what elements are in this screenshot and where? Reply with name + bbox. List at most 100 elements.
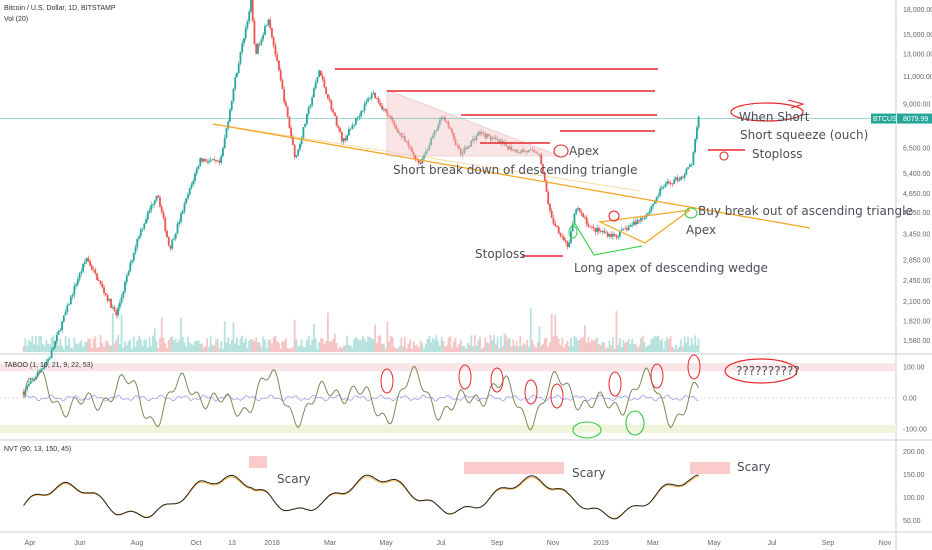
volume-bar	[480, 348, 483, 352]
volume-bar	[279, 348, 282, 352]
candle-body	[47, 359, 49, 362]
volume-bar	[451, 347, 453, 352]
time-tick-label: Aug	[131, 540, 144, 547]
candle-body	[379, 103, 382, 106]
candle-body	[171, 239, 174, 249]
candle-body	[209, 160, 212, 162]
arrow-mark	[787, 99, 805, 109]
candle-body	[678, 179, 681, 181]
candle-body	[66, 305, 69, 312]
candle-body	[188, 188, 191, 195]
volume-bar	[361, 335, 364, 352]
peak-circle	[458, 364, 472, 390]
volume-bar	[437, 340, 439, 352]
candle-body	[260, 39, 263, 45]
volume-bar	[316, 348, 319, 352]
candle-body	[430, 138, 432, 146]
candle-body	[438, 119, 441, 126]
candle-body	[437, 125, 439, 131]
volume-bar	[237, 345, 240, 352]
price-annotation: When Short	[739, 110, 810, 124]
candle-body	[480, 132, 483, 135]
candle-body	[311, 97, 314, 106]
volume-bar	[262, 336, 265, 352]
volume-bar	[75, 343, 77, 352]
candle-body	[521, 149, 523, 153]
volume-bar	[657, 335, 660, 352]
candle-body	[508, 146, 511, 150]
volume-bar	[626, 341, 628, 352]
candle-body	[386, 110, 389, 116]
volume-bar	[503, 333, 506, 352]
volume-bar	[505, 335, 508, 352]
candle-body	[353, 124, 356, 126]
candle-body	[201, 158, 203, 162]
candle-body	[78, 273, 81, 280]
candle-body	[535, 152, 537, 153]
volume-bar	[110, 345, 112, 352]
volume-bar	[688, 346, 691, 352]
candle-body	[307, 107, 310, 114]
candle-body	[617, 236, 620, 238]
candle-body	[381, 105, 384, 110]
candle-body	[61, 321, 63, 331]
volume-bar	[396, 348, 399, 352]
candle-body	[169, 245, 172, 249]
candle-body	[218, 160, 221, 163]
descending-wedge	[573, 221, 643, 256]
candle-body	[533, 149, 536, 153]
candle-body	[90, 265, 93, 270]
volume-bar	[592, 340, 595, 352]
candle-body	[451, 128, 453, 133]
volume-bar	[118, 343, 121, 352]
candle-body	[638, 219, 641, 221]
time-tick-label: Mar	[324, 540, 337, 547]
volume-bar	[125, 345, 128, 352]
volume-bar	[641, 335, 644, 352]
volume-bar	[104, 340, 107, 352]
volume-bar	[410, 348, 413, 352]
volume-bar	[101, 343, 104, 352]
candle-body	[594, 227, 597, 232]
candle-body	[24, 389, 27, 395]
volume-bar	[690, 337, 693, 352]
candle-body	[538, 153, 541, 155]
volume-bar	[215, 339, 217, 352]
candle-body	[68, 304, 70, 306]
volume-bar	[141, 345, 144, 352]
volume-bar	[475, 346, 478, 352]
volume-bar	[660, 338, 663, 352]
candle-body	[187, 194, 189, 199]
volume-bar	[145, 339, 147, 352]
candle-body	[250, 0, 252, 12]
candle-body	[326, 94, 329, 99]
taboo-label: TABOO (1, 10, 21, 9, 22, 53)	[4, 362, 93, 369]
candle-body	[178, 221, 181, 224]
candle-body	[314, 82, 317, 89]
volume-bar	[304, 346, 307, 352]
candle-body	[442, 116, 445, 118]
candle-body	[382, 108, 385, 110]
candle-body	[333, 112, 336, 117]
volume-bar	[643, 342, 646, 352]
volume-bar	[417, 347, 420, 352]
volume-bar	[143, 340, 146, 352]
volume-bar	[610, 345, 613, 352]
candle-body	[64, 311, 67, 316]
volume-bar	[185, 346, 188, 352]
candle-body	[522, 149, 525, 152]
candle-body	[561, 236, 564, 237]
volume-bar	[325, 340, 328, 352]
price-tick-label: 2,850.00	[903, 258, 930, 265]
volume-bar	[395, 348, 397, 352]
candle-body	[468, 146, 471, 147]
volume-bar	[197, 340, 200, 352]
candle-body	[659, 188, 662, 196]
candle-body	[118, 302, 121, 308]
candle-body	[589, 226, 592, 228]
candle-body	[361, 110, 364, 112]
volume-bar	[297, 346, 300, 352]
volume-bar	[117, 335, 119, 352]
volume-bar	[306, 340, 308, 352]
